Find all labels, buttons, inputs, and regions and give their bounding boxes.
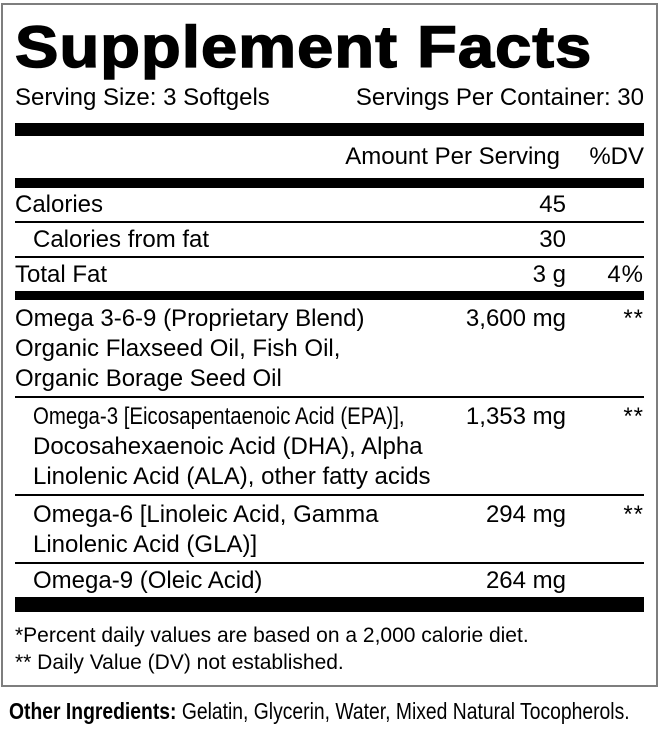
row-name: Omega-6 [Linoleic Acid, Gamma Linolenic … (33, 501, 379, 558)
footnotes: *Percent daily values are based on a 2,0… (15, 612, 644, 676)
other-ingredients: Other Ingredients: Gelatin, Glycerin, Wa… (9, 697, 630, 725)
serving-info-row: Serving Size: 3 Softgels Servings Per Co… (15, 77, 644, 123)
table-row-omega-3: Omega-3 [Eicosapentaenoic Acid (EPA)], D… (15, 398, 644, 496)
serving-size: Serving Size: 3 Softgels (15, 84, 270, 111)
thick-divider-bottom (15, 597, 644, 612)
thick-divider-total-fat (15, 291, 644, 300)
row-amount: 45 (539, 191, 566, 218)
row-dv: ** (623, 501, 644, 528)
row-dv: ** (623, 403, 644, 430)
table-row-omega-369-blend: Omega 3-6-9 (Proprietary Blend) Organic … (15, 300, 644, 398)
row-name: Calories from fat (33, 226, 210, 253)
row-name: Calories (15, 191, 104, 218)
thick-divider-header (15, 178, 644, 188)
row-name: Omega-9 (Oleic Acid) (33, 567, 263, 594)
row-dv: ** (623, 305, 644, 332)
footnote-percent-dv: *Percent daily values are based on a 2,0… (15, 624, 529, 647)
row-amount: 264 mg (485, 567, 566, 594)
footnote-dv-not-established: ** Daily Value (DV) not established. (15, 651, 344, 674)
supplement-facts-panel: Supplement Facts Serving Size: 3 Softgel… (1, 3, 658, 687)
row-amount: 1,353 mg (465, 403, 566, 430)
row-amount: 3 g (532, 261, 566, 288)
row-name: Total Fat (15, 261, 108, 288)
row-amount: 30 (539, 226, 566, 253)
table-row-calories: Calories 45 (15, 188, 644, 223)
row-amount: 3,600 mg (465, 305, 566, 332)
column-header-amount: Amount Per Serving (345, 143, 560, 170)
other-ingredients-label: Other Ingredients: (9, 698, 177, 724)
row-name: Omega-3 [Eicosapentaenoic Acid (EPA)], D… (33, 403, 431, 490)
row-amount: 294 mg (485, 501, 566, 528)
table-row-omega-9: Omega-9 (Oleic Acid) 264 mg (15, 564, 644, 597)
table-row-calories-from-fat: Calories from fat 30 (15, 223, 644, 258)
table-row-total-fat: Total Fat 3 g 4% (15, 258, 644, 291)
row-name: Omega 3-6-9 (Proprietary Blend) Organic … (15, 305, 365, 392)
column-header-row: Amount Per Serving %DV (15, 136, 644, 178)
row-dv: 4% (607, 261, 644, 288)
table-row-omega-6: Omega-6 [Linoleic Acid, Gamma Linolenic … (15, 496, 644, 564)
page-title: Supplement Facts (14, 15, 593, 80)
thick-divider-top (15, 123, 644, 136)
servings-per-container: Servings Per Container: 30 (355, 84, 644, 111)
column-header-dv: %DV (589, 143, 644, 170)
other-ingredients-text: Gelatin, Glycerin, Water, Mixed Natural … (176, 698, 630, 724)
